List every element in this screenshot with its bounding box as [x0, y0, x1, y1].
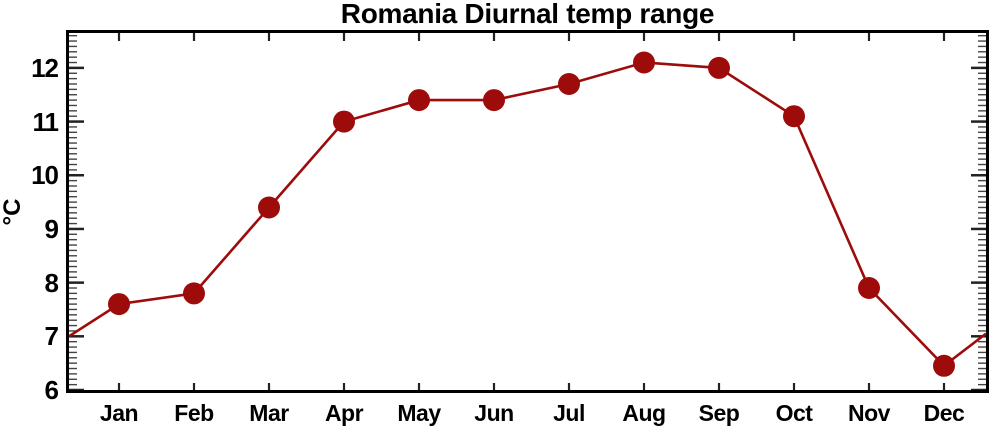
y-tick-label: 7	[44, 321, 59, 352]
chart-canvas	[69, 33, 986, 390]
data-point-marker	[558, 73, 580, 95]
x-tick-label: Jan	[99, 400, 139, 426]
data-point-marker	[858, 277, 880, 299]
x-tick-label: Apr	[324, 400, 364, 426]
x-tick-label: Aug	[622, 400, 666, 426]
y-tick-label: 9	[44, 213, 59, 244]
data-point-marker	[258, 196, 280, 219]
chart-title: Romania Diurnal temp range	[340, 0, 715, 29]
x-tick-label: Mar	[249, 400, 289, 426]
data-point-marker	[483, 89, 505, 112]
y-tick-label: 12	[31, 52, 59, 83]
data-point-marker	[333, 110, 355, 133]
data-point-marker	[783, 105, 805, 128]
y-tick-label: 10	[31, 160, 59, 191]
y-tick-label: 11	[32, 106, 60, 137]
data-point-marker	[633, 51, 655, 74]
data-point-marker	[708, 56, 730, 79]
x-tick-label: Dec	[923, 400, 965, 426]
plot-area	[66, 30, 989, 393]
data-line	[69, 61, 986, 368]
x-tick-label: Sep	[698, 400, 740, 426]
data-point-marker	[408, 89, 430, 112]
x-tick-label: Nov	[848, 400, 890, 426]
data-point-marker	[933, 354, 955, 377]
y-tick-label: 6	[44, 375, 59, 405]
x-tick-label: May	[397, 400, 441, 426]
x-tick-label: Jul	[553, 400, 585, 426]
data-point-marker	[183, 282, 205, 305]
x-tick-label: Feb	[174, 400, 214, 426]
data-point-marker	[108, 293, 130, 316]
x-tick-label: Jun	[474, 400, 514, 426]
y-tick-label: 8	[44, 267, 59, 298]
x-tick-label: Oct	[775, 400, 813, 426]
